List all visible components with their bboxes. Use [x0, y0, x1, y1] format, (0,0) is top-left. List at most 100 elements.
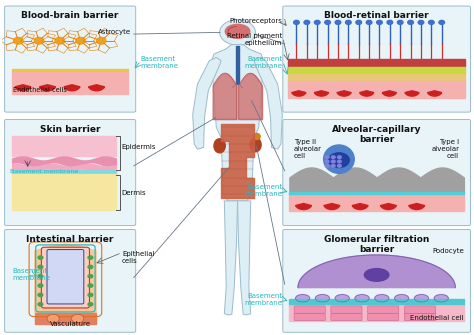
- FancyBboxPatch shape: [331, 306, 362, 313]
- Wedge shape: [352, 204, 368, 209]
- Circle shape: [55, 38, 64, 44]
- Ellipse shape: [335, 294, 349, 302]
- Wedge shape: [296, 204, 311, 209]
- Wedge shape: [64, 85, 80, 91]
- Bar: [289, 59, 465, 67]
- Circle shape: [88, 256, 93, 259]
- Text: Photoreceptors: Photoreceptors: [229, 18, 283, 24]
- Polygon shape: [35, 244, 96, 313]
- Text: Basement
membrane: Basement membrane: [244, 184, 283, 197]
- Circle shape: [88, 303, 93, 306]
- FancyBboxPatch shape: [368, 306, 399, 313]
- Circle shape: [325, 164, 329, 167]
- Ellipse shape: [375, 294, 389, 302]
- Ellipse shape: [365, 269, 389, 281]
- Wedge shape: [89, 85, 104, 91]
- Circle shape: [328, 153, 349, 168]
- Circle shape: [408, 20, 413, 24]
- Wedge shape: [292, 91, 306, 96]
- Circle shape: [331, 160, 335, 163]
- Text: Astrocyte: Astrocyte: [98, 29, 131, 36]
- Circle shape: [356, 20, 362, 24]
- FancyBboxPatch shape: [5, 120, 136, 225]
- Circle shape: [97, 38, 106, 44]
- Ellipse shape: [250, 138, 261, 152]
- Circle shape: [337, 160, 341, 163]
- Circle shape: [366, 20, 372, 24]
- Polygon shape: [298, 255, 455, 288]
- Bar: [12, 72, 128, 94]
- Circle shape: [38, 284, 43, 287]
- Text: Podocyte: Podocyte: [432, 248, 464, 254]
- Circle shape: [346, 20, 351, 24]
- Bar: [289, 67, 465, 74]
- Wedge shape: [15, 85, 31, 91]
- Polygon shape: [193, 57, 221, 149]
- Circle shape: [377, 20, 383, 24]
- Circle shape: [337, 156, 341, 158]
- Circle shape: [38, 303, 43, 306]
- Bar: [289, 74, 465, 81]
- Circle shape: [38, 293, 43, 296]
- FancyBboxPatch shape: [283, 6, 471, 112]
- Text: Intestinal barrier: Intestinal barrier: [27, 235, 114, 244]
- Text: Epidermis: Epidermis: [121, 144, 156, 150]
- Circle shape: [34, 38, 44, 44]
- Circle shape: [439, 20, 445, 24]
- Bar: [12, 174, 116, 210]
- Polygon shape: [211, 45, 264, 201]
- Polygon shape: [221, 124, 254, 198]
- FancyBboxPatch shape: [294, 313, 325, 321]
- FancyBboxPatch shape: [5, 229, 136, 332]
- Circle shape: [88, 293, 93, 296]
- Bar: [289, 81, 465, 98]
- FancyBboxPatch shape: [294, 306, 325, 313]
- Bar: [290, 192, 464, 194]
- Text: Type II
alveolar
cell: Type II alveolar cell: [294, 139, 322, 159]
- Bar: [290, 299, 464, 304]
- Text: Endothelial cells: Endothelial cells: [13, 87, 67, 93]
- Circle shape: [331, 164, 335, 167]
- Wedge shape: [39, 85, 55, 91]
- FancyBboxPatch shape: [404, 306, 436, 313]
- Circle shape: [418, 20, 424, 24]
- Wedge shape: [360, 91, 374, 96]
- Circle shape: [219, 20, 255, 45]
- Circle shape: [38, 256, 43, 259]
- Ellipse shape: [324, 145, 354, 173]
- Text: Skin barrier: Skin barrier: [40, 125, 100, 134]
- Wedge shape: [405, 91, 419, 96]
- Circle shape: [337, 164, 341, 167]
- Bar: [35, 313, 96, 324]
- Circle shape: [314, 20, 320, 24]
- Bar: [290, 304, 464, 321]
- Circle shape: [38, 275, 43, 278]
- Bar: [12, 69, 128, 72]
- Text: Alveolar-capillary
barrier: Alveolar-capillary barrier: [332, 125, 421, 144]
- Circle shape: [387, 20, 392, 24]
- Circle shape: [76, 38, 85, 44]
- Bar: [12, 170, 116, 174]
- FancyBboxPatch shape: [41, 247, 90, 308]
- Wedge shape: [337, 91, 351, 96]
- Bar: [290, 194, 464, 211]
- Circle shape: [325, 160, 329, 163]
- Wedge shape: [314, 91, 328, 96]
- Text: Epithelial
cells: Epithelial cells: [122, 251, 155, 264]
- Ellipse shape: [214, 139, 225, 153]
- Circle shape: [88, 265, 93, 269]
- Text: Basement
membrane: Basement membrane: [12, 268, 50, 281]
- Text: Basement
membrane: Basement membrane: [141, 56, 179, 69]
- Ellipse shape: [225, 24, 250, 39]
- Ellipse shape: [355, 294, 369, 302]
- Ellipse shape: [414, 294, 428, 302]
- Polygon shape: [237, 201, 251, 315]
- Circle shape: [335, 20, 341, 24]
- FancyBboxPatch shape: [368, 313, 399, 321]
- Ellipse shape: [315, 294, 329, 302]
- Circle shape: [294, 20, 299, 24]
- Circle shape: [14, 38, 23, 44]
- Wedge shape: [382, 91, 396, 96]
- Ellipse shape: [434, 294, 448, 302]
- Text: Vasculature: Vasculature: [50, 321, 91, 327]
